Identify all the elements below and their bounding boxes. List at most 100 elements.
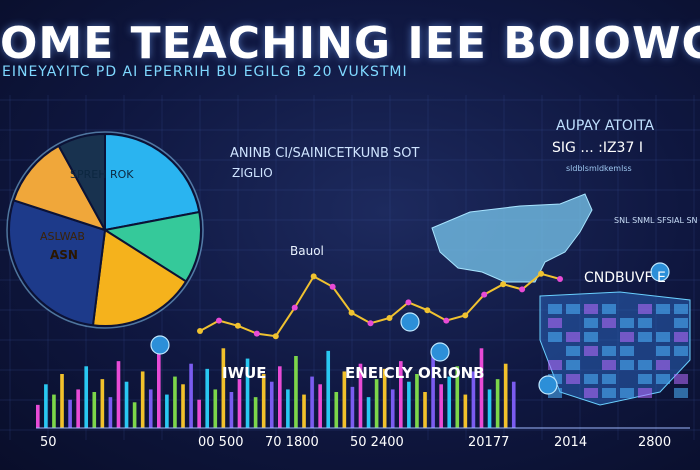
state-cell <box>584 318 598 328</box>
bar <box>326 350 331 428</box>
bar <box>140 371 145 428</box>
state-cell <box>548 388 562 398</box>
pie-slice <box>104 132 201 232</box>
pie-outline <box>6 131 204 329</box>
us-map-shape <box>431 193 593 283</box>
state-cell <box>656 332 670 342</box>
bar <box>181 384 185 428</box>
bar <box>415 374 419 428</box>
bar <box>503 363 508 428</box>
car-icon <box>430 342 450 362</box>
line-point <box>557 276 563 282</box>
bar <box>358 363 363 428</box>
state-cell <box>548 332 562 342</box>
page-title: OME TEACHING IEE BOIOWC <box>0 18 700 69</box>
bar <box>439 384 443 428</box>
line-chart-note: Bauol <box>290 244 324 258</box>
bar <box>350 386 355 428</box>
x-tick-label: 00 500 <box>198 435 244 450</box>
x-tick-label: 2800 <box>638 435 671 450</box>
line-point <box>253 330 260 337</box>
state-cell <box>566 360 580 370</box>
bar <box>60 374 64 428</box>
line-point <box>234 322 241 329</box>
bar <box>423 392 427 428</box>
bar-chart <box>36 348 690 429</box>
state-cell <box>656 346 670 356</box>
bar <box>245 358 250 428</box>
bar <box>213 389 218 428</box>
bar <box>511 381 516 428</box>
state-cell <box>548 318 562 328</box>
bar <box>447 376 452 428</box>
bar <box>165 394 169 428</box>
state-cell <box>602 304 616 314</box>
line-point <box>329 283 336 290</box>
state-cell <box>674 346 688 356</box>
pie-slice <box>91 228 188 327</box>
state-cell <box>656 360 670 370</box>
bar <box>318 384 322 428</box>
state-cell <box>584 332 598 342</box>
state-cell <box>620 388 634 398</box>
x-tick-label: 20177 <box>468 435 509 450</box>
pie-label-asn: ASN <box>50 248 78 262</box>
state-cell <box>638 318 652 328</box>
pie-slice <box>57 132 106 231</box>
bar <box>237 379 242 428</box>
state-cell <box>674 332 688 342</box>
state-cell <box>566 374 580 384</box>
state-cell <box>656 374 670 384</box>
bar <box>278 366 282 428</box>
state-cell <box>638 332 652 342</box>
state-cell <box>674 388 688 398</box>
bar <box>286 389 290 428</box>
line-point <box>291 304 298 311</box>
line-chart-subtitle: ZIGLIO <box>232 166 273 180</box>
state-cell <box>548 360 562 370</box>
bar <box>84 366 89 428</box>
bar <box>124 381 129 428</box>
line-point <box>462 312 469 319</box>
x-tick-label: 50 <box>40 435 57 450</box>
state-cell <box>566 304 580 314</box>
line-chart-title: ANINB CI/SAINICETKUNB SOT <box>230 146 420 161</box>
line-point <box>424 307 431 314</box>
state-cell <box>602 360 616 370</box>
state-cell <box>638 388 652 398</box>
bar <box>495 379 500 428</box>
bar <box>294 356 298 428</box>
pie-slice <box>12 144 108 232</box>
bar <box>116 361 121 428</box>
state-cell <box>620 346 634 356</box>
bar <box>197 399 201 428</box>
page-subtitle: EINEYAYITC PD AI EPERRIH BU EGILG B 20 V… <box>2 64 408 80</box>
bar <box>390 389 395 428</box>
bar <box>68 399 72 428</box>
bar <box>487 389 492 428</box>
table-title: AUPAY ATOITA <box>556 118 655 134</box>
bar <box>302 394 306 428</box>
line-point <box>405 299 412 306</box>
x-tick-label: 2014 <box>554 435 587 450</box>
state-cell <box>602 374 616 384</box>
bar <box>479 348 484 428</box>
state-cell <box>584 388 598 398</box>
bar <box>407 381 411 428</box>
state-cell <box>620 360 634 370</box>
bar-chart-title: IWUE <box>222 364 267 382</box>
bar <box>148 389 153 428</box>
bar <box>310 376 314 428</box>
state-cell <box>602 346 616 356</box>
bar <box>36 404 40 428</box>
pie-slice <box>8 199 107 327</box>
line-point <box>197 328 203 334</box>
line-point <box>367 320 374 327</box>
state-cell <box>620 332 634 342</box>
bar <box>431 353 435 428</box>
bar <box>374 379 379 428</box>
bar <box>382 368 387 428</box>
bar <box>463 394 468 428</box>
x-tick-label: 50 2400 <box>350 435 404 450</box>
